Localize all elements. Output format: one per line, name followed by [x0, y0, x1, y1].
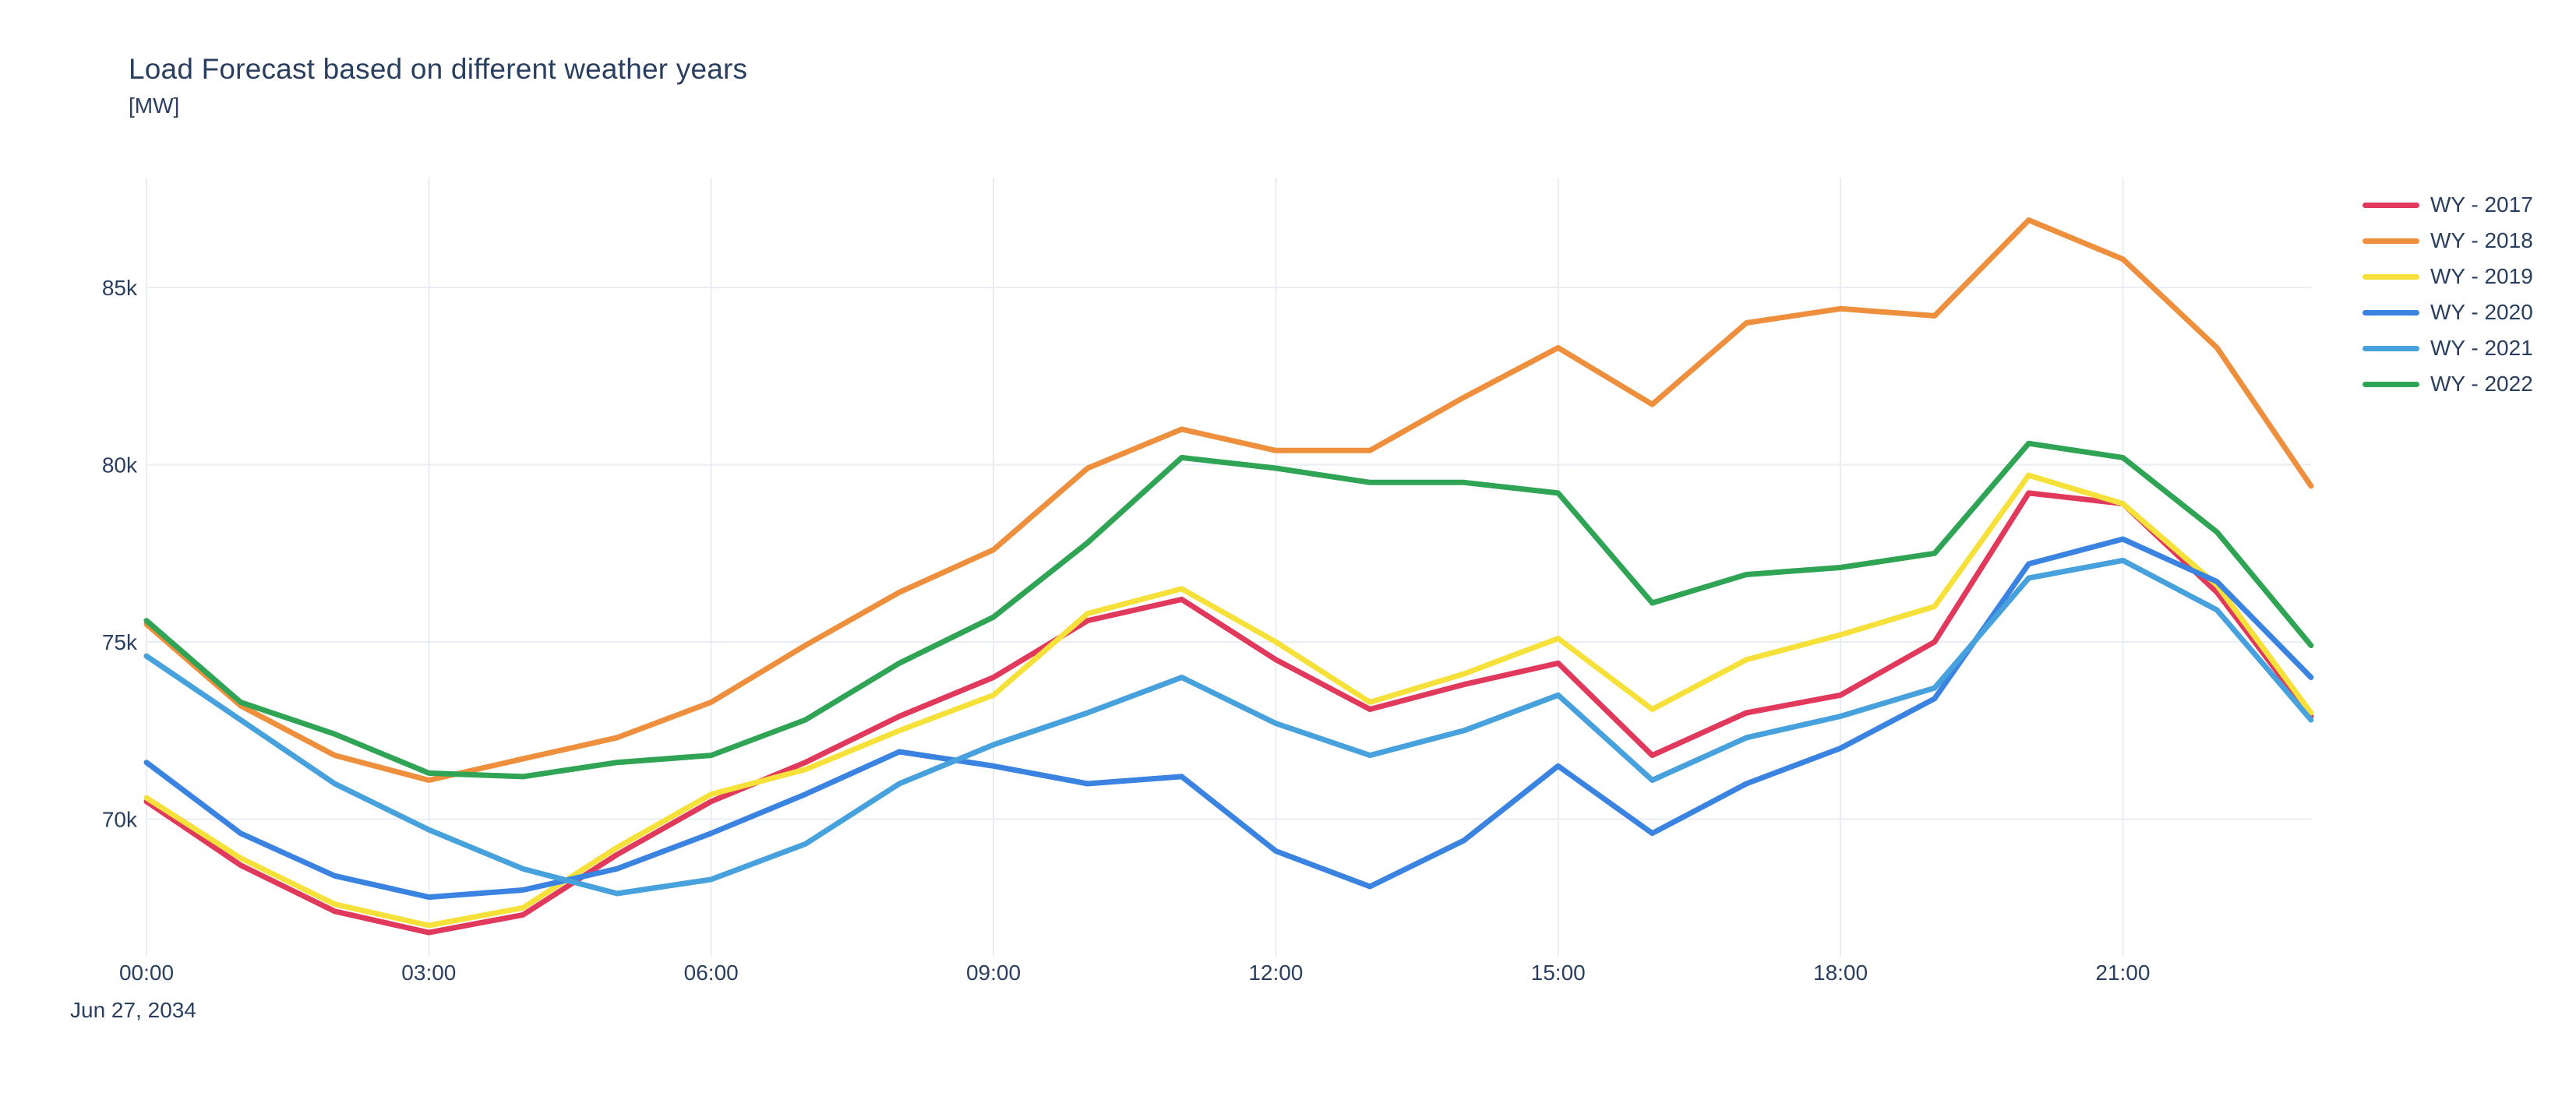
- legend-item-wy-2020[interactable]: WY - 2020: [2363, 294, 2533, 330]
- series-lines: [143, 217, 2314, 936]
- x-tick-label: 03:00: [401, 961, 456, 985]
- y-tick-label: 80k: [102, 453, 138, 478]
- legend-label: WY - 2019: [2430, 264, 2533, 288]
- legend-swatch-wy-2021: [2363, 345, 2419, 351]
- legend-swatch-wy-2018: [2363, 238, 2419, 244]
- legend-swatch-wy-2017: [2363, 202, 2419, 208]
- legend-label: WY - 2021: [2430, 336, 2533, 360]
- series-line-wy-2019[interactable]: [143, 472, 2314, 929]
- series-line-wy-2018[interactable]: [143, 217, 2314, 783]
- chart-subtitle: [MW]: [129, 93, 180, 118]
- series-line-wy-2020[interactable]: [143, 536, 2314, 901]
- legend-item-wy-2022[interactable]: WY - 2022: [2363, 366, 2533, 402]
- x-tick-label: 18:00: [1813, 961, 1868, 985]
- x-tick-label: 12:00: [1248, 961, 1303, 985]
- legend-swatch-wy-2020: [2363, 309, 2419, 316]
- legend-label: WY - 2022: [2430, 372, 2533, 396]
- legend-item-wy-2021[interactable]: WY - 2021: [2363, 330, 2533, 366]
- legend-item-wy-2017[interactable]: WY - 2017: [2363, 187, 2533, 223]
- x-tick-label: 15:00: [1531, 961, 1586, 985]
- y-tick-label: 70k: [102, 808, 138, 832]
- y-tick-label: 75k: [102, 630, 138, 654]
- legend-swatch-wy-2019: [2363, 273, 2419, 280]
- x-axis-tick-labels: 00:00 03:00 06:00 09:00 12:00 15:00 18:00 21:00: [119, 961, 2150, 985]
- x-tick-label: 09:00: [966, 961, 1021, 985]
- legend-item-wy-2018[interactable]: WY - 2018: [2363, 223, 2533, 259]
- legend-label: WY - 2020: [2430, 300, 2533, 324]
- legend-label: WY - 2018: [2430, 228, 2533, 252]
- series-line-wy-2017[interactable]: [143, 490, 2314, 936]
- legend-item-wy-2019[interactable]: WY - 2019: [2363, 259, 2533, 294]
- y-tick-label: 85k: [102, 276, 138, 300]
- legend-label: WY - 2017: [2430, 192, 2533, 217]
- x-tick-label: 00:00: [119, 961, 174, 985]
- series-line-wy-2022[interactable]: [143, 440, 2314, 780]
- legend: WY - 2017 WY - 2018 WY - 2019 WY - 2020 WY -…: [2363, 187, 2533, 402]
- series-line-wy-2021[interactable]: [143, 557, 2314, 897]
- gridlines: [146, 178, 2311, 957]
- x-tick-label: 21:00: [2095, 961, 2150, 985]
- legend-swatch-wy-2022: [2363, 381, 2419, 387]
- y-axis-tick-labels: 70k 75k 80k 85k: [102, 276, 138, 832]
- x-axis-date-annotation: Jun 27, 2034: [70, 998, 196, 1022]
- x-tick-label: 06:00: [684, 961, 739, 985]
- chart-title: Load Forecast based on different weather…: [129, 53, 748, 85]
